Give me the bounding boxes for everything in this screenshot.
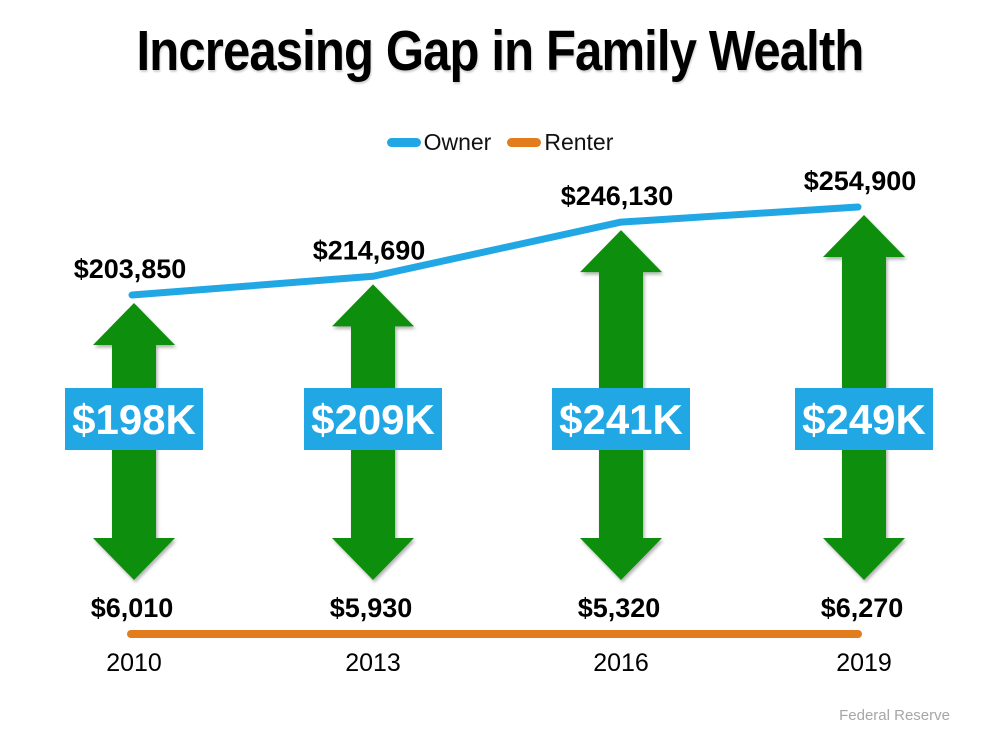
owner-line-swatch-icon [386,138,421,147]
x-tick-2019: 2019 [836,649,892,677]
renter-value-2013: $5,930 [330,593,413,623]
gap-label-box-2019 [795,388,933,450]
legend-label-renter: Renter [544,129,614,155]
owner-series-line [128,203,862,299]
owner-value-2016: $246,130 [561,181,674,211]
gap-label-2013: $209K [311,396,435,443]
gap-label-2019: $249K [802,396,926,443]
gap-label-2016: $241K [559,396,683,443]
gap-label-2010: $198K [72,396,196,443]
owner-value-2010: $203,850 [74,254,187,284]
source-attribution: Federal Reserve [839,707,950,724]
gap-label-box-2010 [65,388,203,450]
legend-item-renter: Renter [507,129,613,156]
gap-label-box-2013 [304,388,442,450]
legend-item-owner: Owner [386,129,492,156]
owner-value-2019: $254,900 [804,166,917,196]
x-tick-2013: 2013 [345,649,401,677]
legend-label-owner: Owner [423,129,492,155]
renter-line-swatch-icon [507,138,542,147]
chart-legend: Owner Renter [0,129,1000,156]
x-tick-2016: 2016 [593,649,649,677]
gap-label-box-2016 [552,388,690,450]
renter-value-2016: $5,320 [578,593,661,623]
chart-title: Increasing Gap in Family Wealth [136,19,864,83]
owner-value-2013: $214,690 [313,235,426,265]
renter-value-2010: $6,010 [91,593,174,623]
renter-value-2019: $6,270 [821,593,904,623]
x-tick-2010: 2010 [106,649,162,677]
